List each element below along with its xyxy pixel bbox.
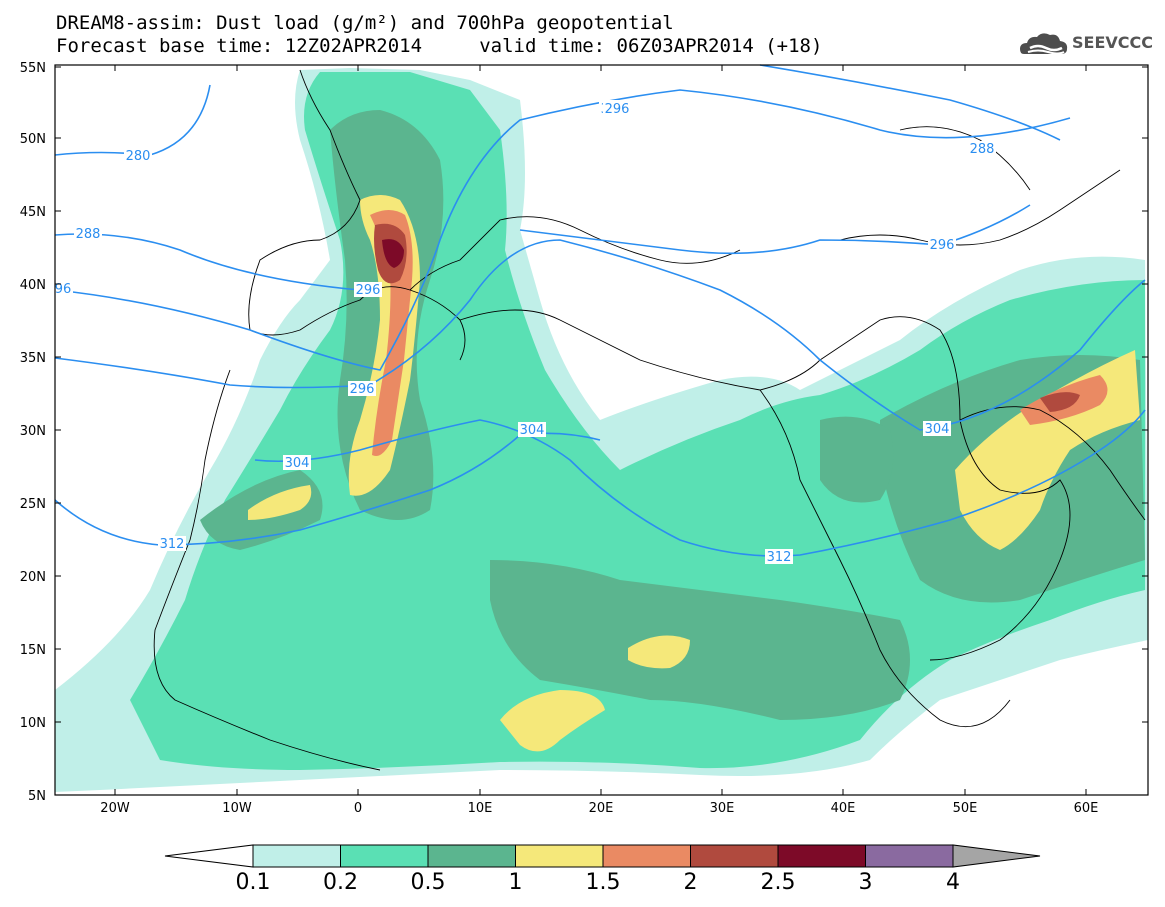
contour-label: 96 bbox=[55, 282, 72, 297]
colorbar-max-arrow bbox=[952, 844, 1041, 868]
cloud-logo-icon bbox=[1020, 33, 1068, 55]
lon-label: 20E bbox=[589, 801, 614, 816]
contour-label-bg bbox=[74, 226, 102, 241]
dust-area-maroon bbox=[382, 239, 404, 268]
contour-label: 280 bbox=[126, 149, 151, 164]
colorbar-segment bbox=[340, 844, 429, 868]
lon-label: 10E bbox=[468, 801, 493, 816]
lat-label: 30N bbox=[20, 424, 46, 439]
lon-labels: 20W 10W 0 10E 20E 30E 40E 50E 60E bbox=[100, 801, 1098, 816]
contour-label: 296 bbox=[930, 238, 955, 253]
lat-label: 40N bbox=[20, 278, 46, 293]
colorbar-label: 2 bbox=[683, 870, 698, 895]
lat-label: 10N bbox=[20, 716, 46, 731]
contour-label: 296 bbox=[356, 283, 381, 298]
axis-ticks bbox=[55, 65, 1148, 796]
colorbar bbox=[164, 844, 1041, 868]
lon-label: 20W bbox=[100, 801, 130, 816]
dust-area-dark bbox=[820, 416, 894, 503]
lon-label: 50E bbox=[953, 801, 978, 816]
contour-label-bg bbox=[348, 381, 376, 396]
contour-label-bg bbox=[53, 281, 73, 296]
lat-label: 20N bbox=[20, 570, 46, 585]
lat-label: 55N bbox=[20, 61, 46, 76]
colorbar-segment bbox=[777, 844, 866, 868]
lon-label: 60E bbox=[1074, 801, 1099, 816]
lon-label: 0 bbox=[354, 801, 362, 816]
lon-label: 40E bbox=[831, 801, 856, 816]
contour-label: 288 bbox=[76, 227, 101, 242]
lat-labels: 55N 50N 45N 40N 35N 30N 25N 20N 15N 10N 5N bbox=[20, 61, 46, 804]
colorbar-label: 0.5 bbox=[410, 870, 446, 895]
dust-area-brown bbox=[1040, 392, 1080, 412]
contour-label: 296 bbox=[350, 382, 375, 397]
colorbar-segment bbox=[865, 844, 954, 868]
colorbar-label: 1.5 bbox=[585, 870, 621, 895]
coastlines bbox=[153, 69, 1146, 771]
contour-label-bg bbox=[923, 421, 951, 436]
colorbar-label: 3 bbox=[858, 870, 873, 895]
dust-shading bbox=[55, 68, 1148, 792]
logo-text: SEEVCCC bbox=[1072, 33, 1153, 52]
contour-label: 288 bbox=[970, 142, 995, 157]
contour-label: 312 bbox=[160, 537, 185, 552]
lat-label: 35N bbox=[20, 351, 46, 366]
colorbar-label: 1 bbox=[508, 870, 523, 895]
contour-label: 304 bbox=[520, 423, 545, 438]
contour-label: 304 bbox=[285, 456, 310, 471]
contour-label-bg bbox=[283, 455, 311, 470]
colorbar-min-arrow bbox=[164, 844, 254, 868]
dust-area-yellow bbox=[628, 635, 690, 669]
contour-label: 304 bbox=[925, 422, 950, 437]
colorbar-segment bbox=[427, 844, 516, 868]
map-subtitle: Forecast base time: 12Z02APR2014 valid t… bbox=[56, 35, 823, 57]
contour-label-bg bbox=[124, 148, 152, 163]
colorbar-label: 0.2 bbox=[323, 870, 358, 895]
colorbar-segment bbox=[515, 844, 604, 868]
contour-label-bg bbox=[928, 237, 956, 252]
lon-label: 30E bbox=[710, 801, 735, 816]
colorbar-label: 2.5 bbox=[760, 870, 796, 895]
colorbar-label: 4 bbox=[946, 870, 960, 895]
contour-label-bg bbox=[158, 536, 186, 551]
lon-label: 10W bbox=[222, 801, 252, 816]
contour-label-bg bbox=[518, 422, 546, 437]
colorbar-segment bbox=[690, 844, 779, 868]
contour-label: 296 bbox=[605, 102, 630, 117]
contour-label-bg bbox=[354, 282, 382, 297]
colorbar-segment bbox=[602, 844, 691, 868]
dust-area-yellow bbox=[500, 690, 605, 752]
dust-area-yellow bbox=[248, 485, 312, 520]
lat-label: 15N bbox=[20, 643, 46, 658]
lat-label: 50N bbox=[20, 132, 46, 147]
dust-area-dark bbox=[490, 560, 910, 720]
colorbar-segment bbox=[252, 844, 341, 868]
contour-labels: 2802882963043122882963043129628829630431… bbox=[53, 100, 996, 565]
map-title: DREAM8-assim: Dust load (g/m²) and 700hP… bbox=[56, 12, 674, 34]
colorbar-label: 0.1 bbox=[235, 870, 271, 895]
lat-label: 45N bbox=[20, 205, 46, 220]
lat-label: 25N bbox=[20, 497, 46, 512]
contour-label-bg bbox=[968, 141, 996, 156]
contour-label: 312 bbox=[767, 550, 792, 565]
lat-label: 5N bbox=[28, 789, 46, 804]
contour-label-bg bbox=[765, 549, 793, 564]
contour-label-bg bbox=[603, 101, 631, 116]
